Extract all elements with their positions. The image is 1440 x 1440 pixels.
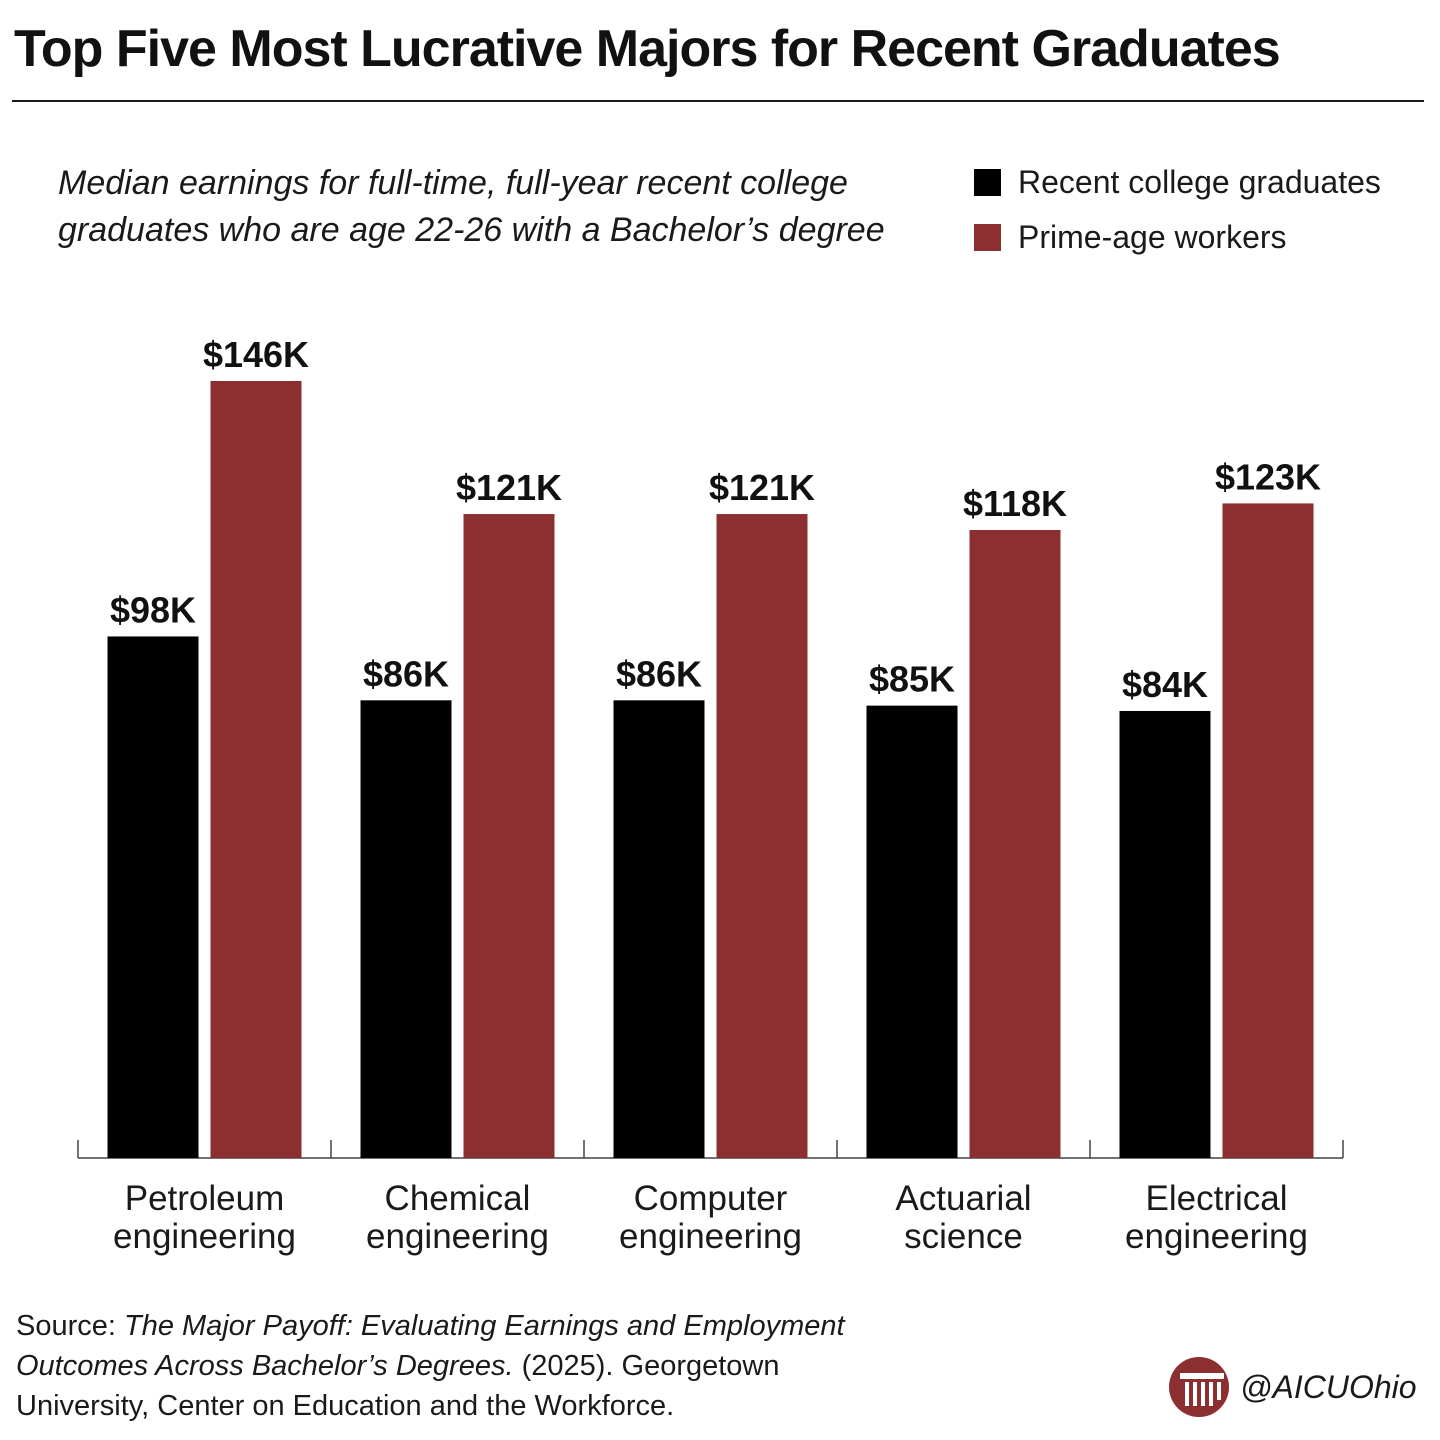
category-label: Electrical xyxy=(1146,1179,1288,1218)
category-label: engineering xyxy=(366,1217,549,1256)
data-label: $123K xyxy=(1215,456,1321,497)
bar-chart: $98K$146KPetroleumengineering$86K$121KCh… xyxy=(77,334,1344,1256)
category-label: Actuarial xyxy=(895,1179,1031,1218)
category-label: Chemical xyxy=(385,1179,531,1218)
legend: Recent college graduates Prime-age worke… xyxy=(974,160,1381,270)
data-label: $146K xyxy=(203,334,309,375)
source-prefix: Source: xyxy=(16,1310,124,1342)
bar-prime-age-workers xyxy=(716,514,808,1158)
chart-title: Top Five Most Lucrative Majors for Recen… xyxy=(14,20,1281,78)
bar-recent-graduates xyxy=(866,705,958,1158)
data-label: $118K xyxy=(963,483,1067,524)
legend-item-recent-graduates: Recent college graduates xyxy=(974,160,1381,204)
bar-prime-age-workers xyxy=(969,530,1061,1158)
category-label: engineering xyxy=(1125,1217,1308,1256)
aicu-column-logo-icon xyxy=(1169,1357,1229,1417)
legend-swatch-prime-age-workers xyxy=(974,223,1001,251)
brand: @AICUOhio xyxy=(1168,1356,1417,1418)
legend-item-prime-age-workers: Prime-age workers xyxy=(974,215,1381,259)
source-note: Source: The Major Payoff: Evaluating Ear… xyxy=(16,1306,916,1426)
legend-swatch-recent-graduates xyxy=(974,168,1001,196)
brand-handle: @AICUOhio xyxy=(1240,1368,1417,1405)
data-label: $121K xyxy=(709,467,815,508)
bar-prime-age-workers xyxy=(1222,503,1314,1158)
category-label: engineering xyxy=(113,1217,296,1256)
category-label: engineering xyxy=(619,1217,802,1256)
bar-recent-graduates xyxy=(360,700,452,1158)
bar-prime-age-workers xyxy=(463,514,555,1158)
legend-label-recent-graduates: Recent college graduates xyxy=(1018,163,1381,200)
source-suffix: (2025). Georgetown University, Center on… xyxy=(16,1350,780,1422)
bar-recent-graduates xyxy=(1119,710,1211,1158)
legend-label-prime-age-workers: Prime-age workers xyxy=(1018,218,1287,255)
title-divider xyxy=(12,100,1424,102)
data-label: $98K xyxy=(110,589,196,630)
chart-subtitle: Median earnings for full-time, full-year… xyxy=(58,164,885,249)
data-label: $86K xyxy=(616,653,702,694)
data-label: $121K xyxy=(456,467,562,508)
category-label: science xyxy=(904,1217,1023,1256)
category-label: Computer xyxy=(634,1179,788,1218)
source-title: The Major Payoff: Evaluating Earnings an… xyxy=(16,1310,845,1382)
data-label: $86K xyxy=(363,653,449,694)
bar-recent-graduates xyxy=(107,636,199,1158)
bar-recent-graduates xyxy=(613,700,705,1158)
data-label: $85K xyxy=(869,659,955,700)
data-label: $84K xyxy=(1122,664,1208,705)
bar-prime-age-workers xyxy=(210,381,302,1158)
category-label: Petroleum xyxy=(125,1179,285,1218)
